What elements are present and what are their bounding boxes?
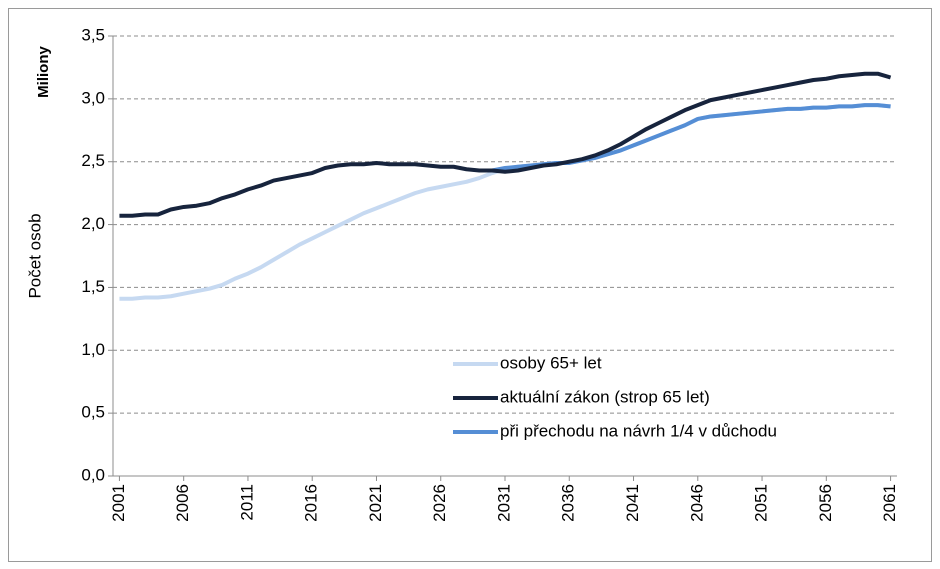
x-tick-label: 2011 bbox=[237, 484, 256, 521]
x-tick-label: 2006 bbox=[173, 484, 192, 522]
x-tick-label: 2001 bbox=[109, 484, 128, 522]
x-tick-label: 2041 bbox=[623, 484, 642, 522]
x-tick-label: 2031 bbox=[494, 484, 513, 522]
x-tick-label: 2021 bbox=[366, 484, 385, 522]
y-tick-label: 3,0 bbox=[81, 88, 105, 107]
legend-label: při přechodu na návrh 1/4 v důchodu bbox=[500, 421, 777, 440]
y-tick-label: 0,0 bbox=[81, 465, 105, 484]
series-line bbox=[119, 71, 892, 218]
y-axis-label: Počet osob bbox=[25, 213, 44, 298]
x-tick-label: 2051 bbox=[752, 484, 771, 522]
x-tick-label: 2016 bbox=[302, 484, 321, 522]
y-tick-label: 0,5 bbox=[81, 403, 105, 422]
chart-frame bbox=[8, 8, 932, 562]
x-tick-label: 2046 bbox=[687, 484, 706, 522]
y-tick-label: 2,5 bbox=[81, 151, 105, 170]
x-tick-label: 2061 bbox=[880, 484, 899, 522]
y-tick-label: 2,0 bbox=[81, 214, 105, 233]
unit-label: Miliony bbox=[35, 46, 52, 98]
y-tick-label: 3,5 bbox=[81, 25, 105, 44]
legend-label: aktuální zákon (strop 65 let) bbox=[500, 387, 710, 406]
y-tick-label: 1,0 bbox=[81, 340, 105, 359]
x-tick-label: 2036 bbox=[559, 484, 578, 522]
x-tick-label: 2056 bbox=[816, 484, 835, 522]
x-tick-label: 2026 bbox=[430, 484, 449, 522]
y-tick-label: 1,5 bbox=[81, 277, 105, 296]
legend-label: osoby 65+ let bbox=[500, 353, 602, 372]
